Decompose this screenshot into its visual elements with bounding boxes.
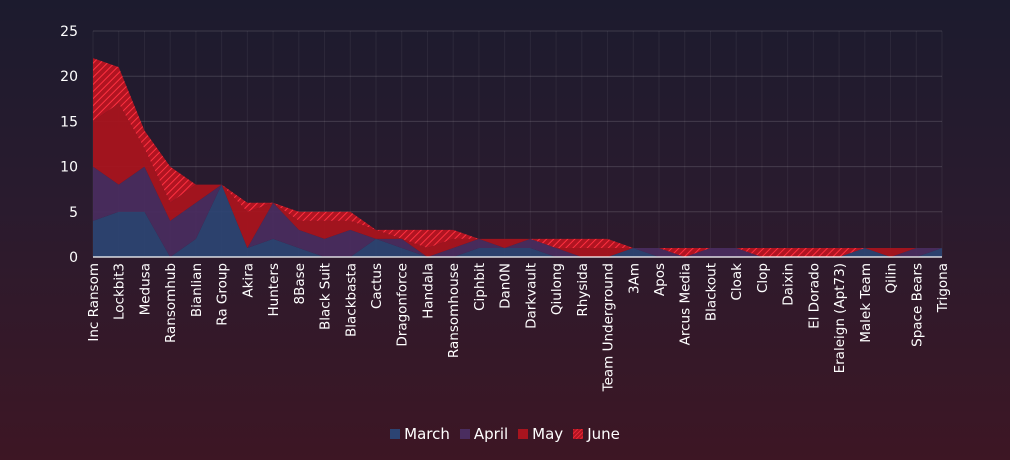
legend-swatch-june xyxy=(573,429,584,439)
x-tick-label: Rhysida xyxy=(575,263,591,317)
legend-label-april: April xyxy=(473,425,509,443)
area-series-april[interactable] xyxy=(93,166,942,257)
x-tick-label: Akira xyxy=(240,263,256,298)
x-tick-label: 3Am xyxy=(626,263,642,294)
x-tick-label: Eraleign (Apt73) xyxy=(832,263,848,373)
x-tick-label: Dragonforce xyxy=(395,263,411,347)
x-tick-label: Darkvault xyxy=(523,263,539,329)
x-tick-label: Inc Ransom xyxy=(86,263,102,342)
x-tick-label: Arcus Media xyxy=(678,263,694,345)
x-tick-label: Ransomhub xyxy=(163,263,179,343)
x-tick-label: Space Bears xyxy=(909,263,925,347)
y-tick-label: 20 xyxy=(60,69,78,85)
y-tick-label: 25 xyxy=(60,24,78,40)
x-tick-label: Cloak xyxy=(729,263,745,301)
legend-label-march: March xyxy=(404,425,450,443)
x-tick-label: Trigona xyxy=(935,263,951,313)
x-tick-label: Blackbasta xyxy=(343,263,359,337)
x-tick-label: Malek Team xyxy=(858,263,874,343)
legend-item-march[interactable]: March xyxy=(390,425,450,443)
x-tick-label: Lockbit3 xyxy=(112,263,128,320)
x-tick-label: 8Base xyxy=(292,263,308,304)
x-tick-label: Medusa xyxy=(137,263,153,315)
x-tick-label: Handala xyxy=(420,263,436,319)
legend-label-june: June xyxy=(587,425,620,443)
y-tick-label: 15 xyxy=(60,114,78,130)
legend-swatch-april xyxy=(459,429,470,439)
legend: March April May June xyxy=(0,425,1010,443)
x-tick-label: Clop xyxy=(755,263,771,293)
x-tick-label: Black Suit xyxy=(318,263,334,330)
legend-swatch-may xyxy=(518,429,529,439)
chart: 0 5 10 15 20 25 Inc Ransom Lockbit3 Medusa Ranso… xyxy=(60,24,951,392)
x-tick-label: Qiulong xyxy=(549,263,565,315)
x-tick-label: El Dorado xyxy=(806,263,822,329)
x-tick-label: Apos xyxy=(652,263,668,296)
x-tick-label: Dan0N xyxy=(498,263,514,309)
y-tick-label: 5 xyxy=(69,205,78,221)
legend-label-may: May xyxy=(532,425,564,443)
y-tick-label: 10 xyxy=(60,160,78,176)
x-tick-label: Daixin xyxy=(781,263,797,306)
x-tick-label: Blackout xyxy=(703,263,719,321)
x-tick-label: Team Underground xyxy=(601,263,617,392)
legend-item-may[interactable]: May xyxy=(518,425,563,443)
x-tick-label: Hunters xyxy=(266,263,282,316)
legend-item-june[interactable]: June xyxy=(573,425,620,443)
legend-item-april[interactable]: April xyxy=(459,425,509,443)
x-tick-label: Qilin xyxy=(884,263,900,293)
x-tick-label: Ra Group xyxy=(215,263,231,326)
x-tick-label: Bianlian xyxy=(189,263,205,317)
x-tick-label: Ciphbit xyxy=(472,263,488,311)
legend-swatch-march xyxy=(390,429,401,439)
y-tick-label: 0 xyxy=(69,250,78,266)
x-tick-label: Ransomhouse xyxy=(446,263,462,358)
x-tick-label: Cactus xyxy=(369,263,385,309)
